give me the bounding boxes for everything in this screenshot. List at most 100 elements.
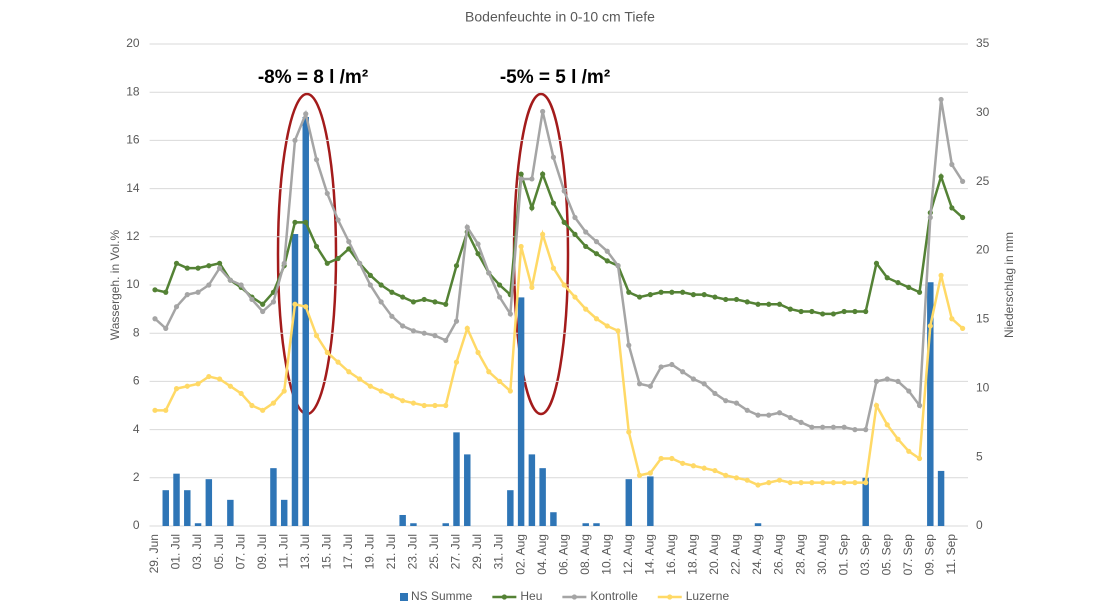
marker — [809, 480, 815, 486]
marker — [949, 161, 955, 168]
marker — [895, 378, 901, 384]
bar — [647, 476, 654, 526]
marker — [184, 383, 190, 389]
marker — [895, 436, 901, 442]
marker — [701, 381, 707, 387]
marker — [723, 398, 729, 404]
marker — [410, 328, 417, 334]
marker — [292, 219, 298, 225]
x-tick-label: 12. Aug — [621, 534, 635, 575]
marker — [960, 325, 966, 331]
y2-tick-label: 30 — [976, 105, 990, 119]
marker — [647, 470, 653, 476]
marker — [841, 308, 847, 315]
x-tick-label: 02. Aug — [513, 534, 527, 575]
x-tick-label: 29. Jun — [147, 534, 161, 573]
marker — [561, 219, 567, 225]
x-tick-label: 01. Sep — [836, 534, 850, 576]
y2-tick-label: 25 — [976, 174, 990, 188]
x-tick-label: 11. Jul — [276, 534, 290, 568]
legend-marker — [571, 594, 577, 600]
marker — [636, 381, 643, 387]
marker — [787, 480, 793, 486]
marker — [260, 308, 266, 315]
marker — [841, 480, 847, 486]
marker — [303, 111, 309, 117]
x-tick-label: 05. Sep — [879, 534, 893, 576]
legend-label: Kontrolle — [590, 589, 638, 603]
bar — [227, 499, 234, 526]
marker — [163, 289, 169, 295]
marker — [809, 424, 815, 430]
marker — [464, 224, 470, 230]
x-tick-label: 14. Aug — [643, 534, 657, 575]
y-tick-label: 16 — [126, 133, 140, 147]
marker — [787, 306, 793, 312]
marker — [324, 349, 330, 356]
marker — [356, 376, 363, 382]
marker — [367, 383, 373, 389]
marker — [335, 217, 341, 223]
marker — [884, 422, 890, 428]
marker — [475, 251, 481, 257]
marker — [475, 241, 481, 247]
marker — [916, 455, 923, 462]
marker — [378, 282, 384, 288]
marker — [906, 448, 912, 454]
legend-label: NS Summe — [411, 589, 473, 603]
marker — [335, 255, 341, 262]
marker — [873, 378, 880, 384]
marker — [206, 373, 212, 380]
marker — [313, 243, 320, 250]
marker — [227, 383, 233, 389]
marker — [453, 263, 460, 269]
marker — [583, 229, 589, 235]
x-tick-label: 01. Jul — [169, 534, 183, 569]
y-tick-label: 4 — [133, 422, 140, 436]
marker — [206, 263, 212, 269]
x-tick-label: 29. Jul — [470, 534, 484, 569]
marker — [604, 323, 610, 329]
x-tick-label: 20. Aug — [707, 534, 721, 575]
marker — [346, 369, 352, 375]
marker — [184, 292, 190, 298]
marker — [626, 289, 632, 295]
bar — [593, 523, 600, 526]
marker — [733, 296, 740, 303]
marker — [647, 292, 653, 298]
x-tick-label: 19. Jul — [363, 534, 377, 569]
bar — [194, 523, 202, 526]
marker — [486, 270, 492, 276]
x-tick-label: 31. Jul — [492, 534, 506, 569]
marker — [313, 157, 320, 163]
x-tick-label: 04. Aug — [535, 534, 549, 575]
marker — [270, 299, 277, 305]
marker — [400, 294, 406, 300]
x-tick-label: 09. Sep — [922, 534, 936, 576]
x-tick-label: 23. Jul — [406, 534, 420, 569]
marker — [453, 318, 460, 324]
x-tick-label: 05. Jul — [212, 534, 226, 569]
marker — [464, 325, 470, 331]
marker — [389, 313, 395, 319]
marker — [260, 301, 266, 307]
bar — [173, 473, 180, 526]
bar — [270, 468, 277, 526]
bar — [410, 523, 417, 526]
marker — [755, 412, 761, 418]
marker — [507, 311, 513, 317]
marker — [550, 154, 557, 160]
x-tick-label: 22. Aug — [729, 534, 743, 575]
x-tick-label: 15. Jul — [319, 534, 333, 569]
marker — [636, 472, 643, 478]
y-tick-label: 0 — [133, 518, 140, 532]
marker — [572, 294, 578, 300]
bar — [302, 116, 309, 526]
marker — [507, 388, 513, 394]
marker — [410, 400, 417, 406]
y-tick-label: 2 — [133, 470, 140, 484]
marker — [432, 333, 438, 339]
x-tick-label: 08. Aug — [578, 534, 592, 575]
x-tick-label: 25. Jul — [427, 534, 441, 569]
marker — [249, 402, 255, 409]
